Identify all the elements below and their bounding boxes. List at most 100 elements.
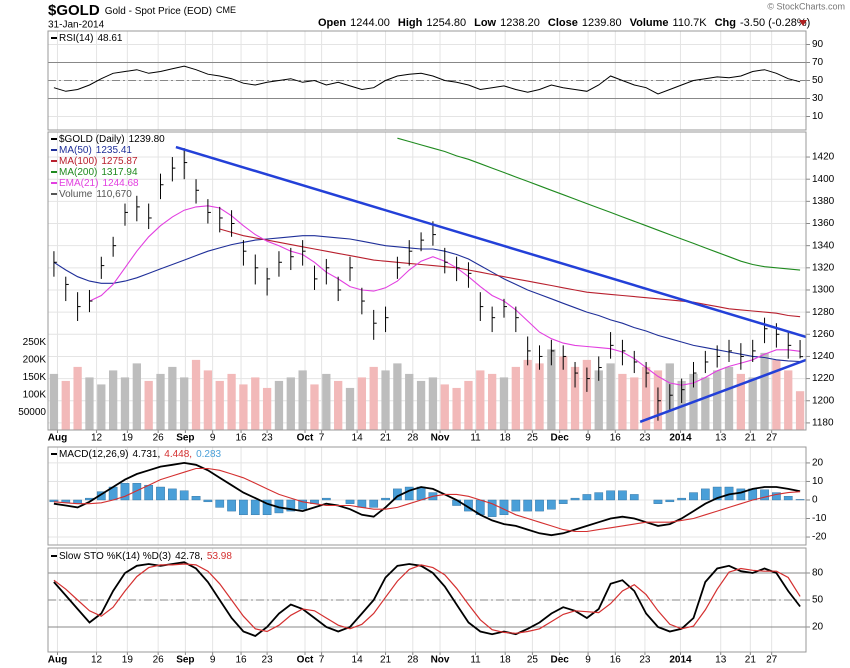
y2-tick-label: 200K <box>23 355 47 366</box>
x-tick-label: 16 <box>610 433 622 444</box>
volume-bar <box>784 370 793 430</box>
moving-average <box>219 228 801 318</box>
line <box>53 467 801 533</box>
histogram-bar <box>677 497 686 501</box>
volume-bar <box>772 359 781 430</box>
legend-text: $GOLD (Daily) <box>59 134 125 145</box>
legend-text: 0.283 <box>196 449 221 460</box>
y-tick-label: 70 <box>812 57 824 68</box>
histogram-bar <box>416 486 426 501</box>
legend-text: Slow STO %K(14) %D(3) <box>59 551 171 562</box>
y-tick-label: 50 <box>812 75 824 86</box>
y-tick-label: 20 <box>812 622 824 633</box>
volume-bar <box>310 384 319 430</box>
panel-frame <box>47 30 807 131</box>
x-tick-label: Aug <box>48 433 67 444</box>
quote-value: 1254.80 <box>426 17 466 29</box>
legend-entry: EMA(21) 1244.68 <box>59 178 139 189</box>
histogram-bar <box>629 494 639 501</box>
histogram-bar <box>168 488 177 501</box>
x-tick-label: 25 <box>527 433 539 444</box>
y-tick-label: 1420 <box>812 152 835 163</box>
y-tick-label: 1380 <box>812 196 835 207</box>
volume-bar <box>61 380 70 430</box>
legend-text: 1239.80 <box>129 134 166 145</box>
quote-label: Close <box>548 17 578 29</box>
legend-text: 4.448, <box>164 449 192 460</box>
volume-bar <box>464 380 473 430</box>
legend-text: Volume <box>59 189 93 200</box>
histogram-bar <box>594 492 604 501</box>
volume-bar <box>298 370 307 430</box>
volume-bar <box>476 370 485 430</box>
x-tick-label: 26 <box>153 655 165 666</box>
legend-text: 1275.87 <box>101 156 138 167</box>
histogram-bar <box>653 499 663 504</box>
legend-text: MA(50) <box>59 145 92 156</box>
x-tick-label: 12 <box>91 433 103 444</box>
histogram-bar <box>132 483 142 501</box>
volume-bar <box>594 370 603 430</box>
x-tick-label: Aug <box>48 655 67 666</box>
y-tick-label: 1280 <box>812 307 835 318</box>
x-tick-label: 27 <box>766 655 778 666</box>
volume-bar <box>144 380 153 430</box>
histogram-bar <box>262 499 272 516</box>
histogram-bar <box>215 499 225 508</box>
volume-bar <box>701 377 710 430</box>
instrument-name: Gold - Spot Price (EOD) <box>105 6 212 17</box>
legend-text: 1235.41 <box>96 145 133 156</box>
volume-bar <box>357 377 367 430</box>
x-tick-label: 7 <box>319 655 325 666</box>
y-tick-label: 10 <box>812 476 824 487</box>
x-tick-label: 27 <box>766 433 778 444</box>
legend-text: 42.78, <box>175 551 203 562</box>
y-tick-label: 1400 <box>812 174 835 185</box>
histogram-bar <box>239 499 248 516</box>
volume-bar <box>369 366 378 430</box>
volume-bar <box>180 377 189 430</box>
volume-bar <box>85 377 94 430</box>
x-tick-label: 2014 <box>669 433 692 444</box>
histogram-bar <box>191 496 201 501</box>
volume-bar <box>274 380 284 430</box>
histogram-bar <box>298 499 307 510</box>
moving-average <box>397 137 801 271</box>
x-tick-label: 23 <box>262 433 274 444</box>
histogram-bar <box>96 491 106 501</box>
x-tick-label: 14 <box>352 655 364 666</box>
histogram-bar <box>345 499 355 504</box>
volume-bar <box>428 377 438 430</box>
histogram-bar <box>665 499 675 503</box>
histogram-bar <box>381 497 390 501</box>
x-tick-label: 21 <box>380 655 392 666</box>
volume-bar <box>405 373 414 430</box>
y-tick-label: 10 <box>812 111 824 122</box>
x-tick-label: 9 <box>585 655 591 666</box>
panel <box>48 132 806 430</box>
histogram-bar <box>712 486 722 501</box>
legend-text: 48.61 <box>97 33 122 44</box>
volume-bar <box>416 380 426 430</box>
x-tick-label: Oct <box>297 655 314 666</box>
panel <box>48 548 806 652</box>
trendline <box>175 145 806 339</box>
y-tick-label: 1180 <box>812 418 834 429</box>
x-tick-label: 16 <box>235 433 247 444</box>
y-tick-label: 1220 <box>812 373 835 384</box>
histogram-bar <box>144 484 154 501</box>
x-tick-label: 21 <box>745 655 757 666</box>
legend-text: 4.731, <box>132 449 160 460</box>
legend-entry: $GOLD (Daily) 1239.80 <box>59 134 165 145</box>
x-tick-label: 12 <box>91 655 103 666</box>
volume-bar <box>108 370 118 430</box>
histogram-bar <box>795 499 805 501</box>
x-tick-label: 11 <box>470 655 481 666</box>
volume-bar <box>452 387 461 430</box>
volume-bar <box>381 370 390 430</box>
volume-bar <box>203 370 213 430</box>
volume-bar <box>156 373 165 430</box>
histogram-bar <box>783 496 793 501</box>
down-arrow <box>799 20 807 26</box>
